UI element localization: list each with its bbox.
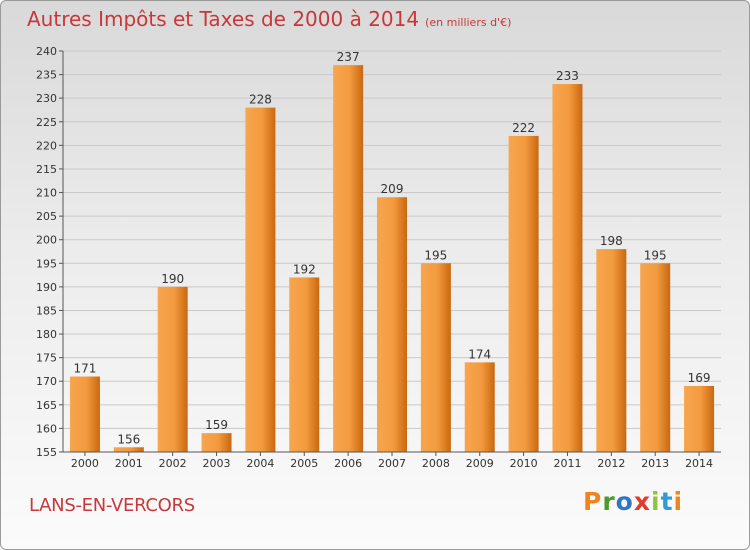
bar-2000 xyxy=(69,376,100,452)
data-label-2014: 169 xyxy=(688,371,711,385)
y-tick-label: 175 xyxy=(36,352,57,365)
proxiti-logo: Proxiti xyxy=(583,487,683,516)
data-label-2000: 171 xyxy=(73,362,96,376)
axes xyxy=(62,51,721,453)
x-tick-label-2012: 2012 xyxy=(597,457,625,470)
y-tick-label: 235 xyxy=(36,69,57,82)
data-label-2012: 198 xyxy=(600,234,623,248)
data-label-2010: 222 xyxy=(512,121,535,135)
y-tick-label: 170 xyxy=(36,375,57,388)
data-label-2003: 159 xyxy=(205,418,228,432)
data-label-2006: 237 xyxy=(337,50,360,64)
data-labels: 171 156 190 159 228 192 237 209 195 174 222 233 198 1… xyxy=(73,50,710,446)
x-tick-label-2006: 2006 xyxy=(334,457,362,470)
bars xyxy=(69,65,715,453)
x-tick-label-2001: 2001 xyxy=(115,457,143,470)
x-tick-label-2007: 2007 xyxy=(378,457,406,470)
data-label-2004: 228 xyxy=(249,93,272,107)
x-tick-label-2005: 2005 xyxy=(290,457,318,470)
bar-2003 xyxy=(201,433,232,452)
chart-title-block: Autres Impôts et Taxes de 2000 à 2014 (en… xyxy=(27,7,511,31)
x-tick-label-2009: 2009 xyxy=(466,457,494,470)
data-label-2009: 174 xyxy=(468,347,491,361)
bar-2012 xyxy=(596,249,627,452)
bar-2004 xyxy=(245,107,276,453)
x-tick-label-2004: 2004 xyxy=(246,457,274,470)
y-tick-label: 225 xyxy=(36,116,57,129)
data-label-2001: 156 xyxy=(117,432,140,446)
x-tick-label-2003: 2003 xyxy=(203,457,231,470)
x-tick-label-2011: 2011 xyxy=(553,457,581,470)
bar-2013 xyxy=(640,263,671,452)
y-tick-label: 215 xyxy=(36,163,57,176)
data-label-2002: 190 xyxy=(161,272,184,286)
y-tick-label: 205 xyxy=(36,210,57,223)
chart-title: Autres Impôts et Taxes de 2000 à 2014 xyxy=(27,7,420,31)
chart-unit: (en milliers d'€) xyxy=(425,16,512,29)
data-label-2008: 195 xyxy=(424,248,447,262)
bar-2006 xyxy=(333,65,364,452)
y-tick-label: 180 xyxy=(36,328,57,341)
x-tick-label-2008: 2008 xyxy=(422,457,450,470)
place-name: LANS-EN-VERCORS xyxy=(29,495,195,516)
bar-2008 xyxy=(420,263,451,452)
data-label-2011: 233 xyxy=(556,69,579,83)
y-tick-label: 195 xyxy=(36,257,57,270)
logo-letter: i xyxy=(651,487,661,516)
data-label-2007: 209 xyxy=(381,182,404,196)
x-tick-label-2013: 2013 xyxy=(641,457,669,470)
logo-letter: x xyxy=(633,487,651,516)
y-tick-label: 210 xyxy=(36,187,57,200)
data-label-2005: 192 xyxy=(293,262,316,276)
y-tick-label: 185 xyxy=(36,304,57,317)
logo-letter: t xyxy=(660,487,674,516)
y-tick-label: 220 xyxy=(36,139,57,152)
bar-2007 xyxy=(377,197,407,452)
y-tick-labels: 155 160 165 170 175 180 185 190 195 200 205 210 215 2… xyxy=(36,45,63,459)
logo-letter: r xyxy=(602,487,616,516)
y-tick-label: 200 xyxy=(36,234,57,247)
logo-letter: P xyxy=(583,487,603,516)
x-tick-label-2000: 2000 xyxy=(71,457,99,470)
x-tick-label-2014: 2014 xyxy=(685,457,713,470)
y-tick-label: 230 xyxy=(36,92,57,105)
bar-2011 xyxy=(552,84,583,452)
y-tick-label: 165 xyxy=(36,399,57,412)
logo-letter: o xyxy=(615,487,634,516)
bar-2009 xyxy=(464,362,495,452)
bar-2002 xyxy=(157,286,188,452)
bar-2010 xyxy=(508,135,539,452)
y-tick-label: 155 xyxy=(36,446,57,459)
x-tick-labels: 2000 2001 2002 2003 2004 2005 2006 2007 2008 2009… xyxy=(71,452,713,470)
x-tick-label-2010: 2010 xyxy=(510,457,538,470)
bar-2005 xyxy=(289,277,320,452)
y-tick-label: 160 xyxy=(36,422,57,435)
data-label-2013: 195 xyxy=(644,248,667,262)
x-tick-label-2002: 2002 xyxy=(159,457,187,470)
bar-2001 xyxy=(113,447,144,452)
logo-letter: i xyxy=(673,487,684,516)
y-tick-label: 240 xyxy=(36,45,57,58)
y-tick-label: 190 xyxy=(36,281,57,294)
bar-2014 xyxy=(684,385,715,452)
